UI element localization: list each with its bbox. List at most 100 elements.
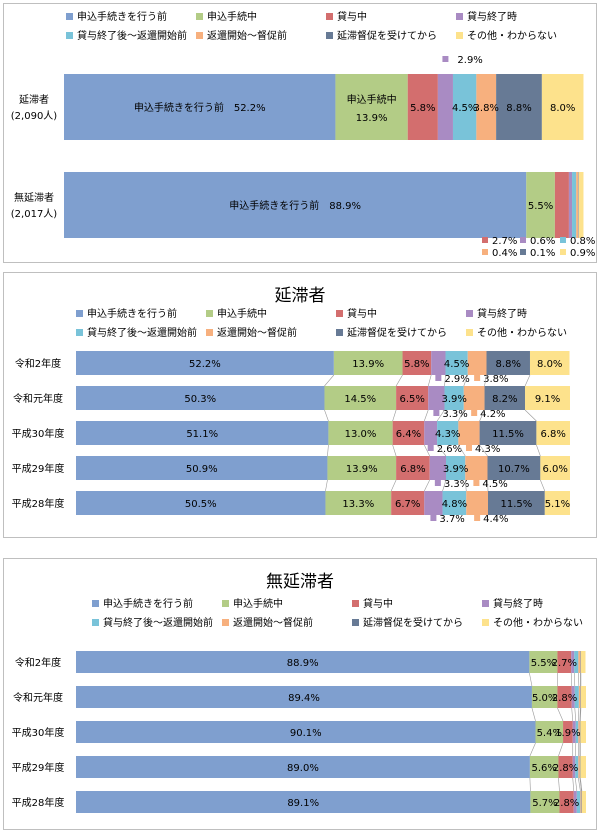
legend-swatch bbox=[482, 600, 489, 607]
data-label: 3.3% bbox=[442, 409, 467, 420]
connector-line bbox=[531, 707, 536, 722]
connector-line bbox=[529, 672, 533, 687]
data-label: 2.6% bbox=[437, 444, 462, 455]
bar-segment bbox=[541, 74, 584, 140]
bar-segment bbox=[76, 456, 328, 480]
connector-line bbox=[580, 777, 583, 792]
data-label: 5.7% bbox=[532, 798, 557, 809]
bar-segment bbox=[479, 421, 537, 445]
legend-swatch bbox=[326, 13, 333, 20]
bar-segment bbox=[579, 721, 581, 743]
data-label: 4.5% bbox=[444, 359, 469, 370]
legend-label: 申込手続中 bbox=[233, 597, 283, 610]
bar-segment bbox=[428, 386, 445, 410]
data-label: 申込手続きを行う前 52.2% bbox=[134, 101, 266, 114]
legend-label: 返還開始～督促前 bbox=[207, 29, 287, 42]
chart-panel-delinquent: 延滞者 申込手続きを行う前 申込手続中 貸与中 貸与終了時 貸与終了後～返還開始前 返還開始… bbox=[3, 272, 597, 538]
category-count: (2,017人) bbox=[11, 208, 58, 220]
bar-segment bbox=[580, 686, 581, 708]
data-label: 4.5% bbox=[482, 479, 507, 490]
data-label: 4.3% bbox=[475, 444, 500, 455]
data-label: 89.1% bbox=[287, 798, 319, 809]
bar-segment bbox=[437, 421, 459, 445]
data-label: 0.9% bbox=[570, 248, 595, 259]
legend-swatch bbox=[466, 329, 473, 336]
data-label: 8.8% bbox=[506, 103, 531, 114]
data-label: 2.9% bbox=[457, 55, 482, 66]
callout-marker bbox=[433, 410, 440, 416]
bar-segment bbox=[431, 351, 446, 375]
legend-swatch bbox=[76, 329, 83, 336]
bar-segment bbox=[467, 351, 487, 375]
data-label: 3.3% bbox=[444, 479, 469, 490]
data-label: 52.2% bbox=[189, 359, 221, 370]
callout-marker bbox=[430, 515, 437, 521]
bar-segment bbox=[391, 491, 425, 515]
connector-line bbox=[484, 374, 487, 387]
category-label: 平成29年度 bbox=[12, 462, 65, 475]
data-label: 13.9% bbox=[356, 113, 388, 124]
data-label: 2.7% bbox=[492, 236, 517, 247]
callout-marker bbox=[427, 445, 434, 451]
data-label: 4.4% bbox=[483, 514, 508, 525]
data-label: 0.4% bbox=[492, 248, 517, 259]
connector-line bbox=[390, 479, 397, 492]
legend-swatch bbox=[326, 32, 333, 39]
connector-line bbox=[436, 409, 445, 422]
legend-label: 貸与終了時 bbox=[467, 10, 517, 23]
callout-marker bbox=[560, 249, 566, 255]
bar-segment bbox=[563, 721, 573, 743]
legend-label: 申込手続きを行う前 bbox=[87, 307, 177, 320]
connector-line bbox=[442, 479, 447, 492]
bar-segment bbox=[487, 456, 541, 480]
data-label: 6.8% bbox=[541, 429, 566, 440]
data-label: 5.5% bbox=[528, 201, 553, 212]
bar-segment bbox=[466, 491, 488, 515]
bar-segment bbox=[571, 686, 575, 708]
bar-segment bbox=[572, 756, 576, 778]
data-label: 3.7% bbox=[439, 514, 464, 525]
connector-line bbox=[423, 409, 429, 422]
data-label: 50.5% bbox=[185, 499, 217, 510]
legend-label: 貸与中 bbox=[337, 10, 367, 23]
callout-marker bbox=[474, 515, 481, 521]
bar-segment bbox=[328, 421, 393, 445]
legend-swatch bbox=[206, 329, 213, 336]
callout-marker bbox=[434, 480, 441, 486]
data-label: 8.0% bbox=[537, 359, 562, 370]
category-label: 延滞者 bbox=[19, 94, 49, 106]
connector-line bbox=[325, 479, 328, 492]
connector-line bbox=[424, 444, 430, 457]
bar-segment bbox=[445, 351, 468, 375]
legend-swatch bbox=[76, 310, 83, 317]
legend-label: 貸与終了後～返還開始前 bbox=[103, 616, 213, 629]
data-label: 3.8% bbox=[483, 374, 508, 385]
connector-line bbox=[578, 777, 581, 792]
data-label: 0.8% bbox=[570, 236, 595, 247]
data-label: 2.8% bbox=[554, 798, 579, 809]
data-label: 13.9% bbox=[346, 464, 378, 475]
data-label: 申込手続きを行う前 88.9% bbox=[229, 199, 361, 212]
bar-segment bbox=[579, 756, 581, 778]
bar-segment bbox=[580, 721, 586, 743]
data-label: 申込手続中 bbox=[347, 93, 397, 106]
data-label: 5.1% bbox=[545, 499, 570, 510]
legend-swatch bbox=[352, 619, 359, 626]
bar-segment bbox=[578, 172, 579, 238]
connector-line bbox=[570, 672, 573, 687]
connector-line bbox=[536, 444, 541, 457]
callout-marker bbox=[473, 480, 480, 486]
connector-line bbox=[327, 444, 329, 457]
bar-segment bbox=[580, 686, 586, 708]
bar-segment bbox=[402, 351, 432, 375]
data-label: 4.8% bbox=[442, 499, 467, 510]
bar-segment bbox=[452, 74, 477, 140]
data-label: 6.4% bbox=[396, 429, 421, 440]
connector-line bbox=[578, 707, 580, 722]
bar-segment bbox=[429, 456, 447, 480]
connector-line bbox=[573, 672, 576, 687]
bar-segment bbox=[496, 74, 542, 140]
bar-segment bbox=[580, 651, 586, 673]
connector-line bbox=[578, 672, 580, 687]
bar-segment bbox=[575, 756, 579, 778]
